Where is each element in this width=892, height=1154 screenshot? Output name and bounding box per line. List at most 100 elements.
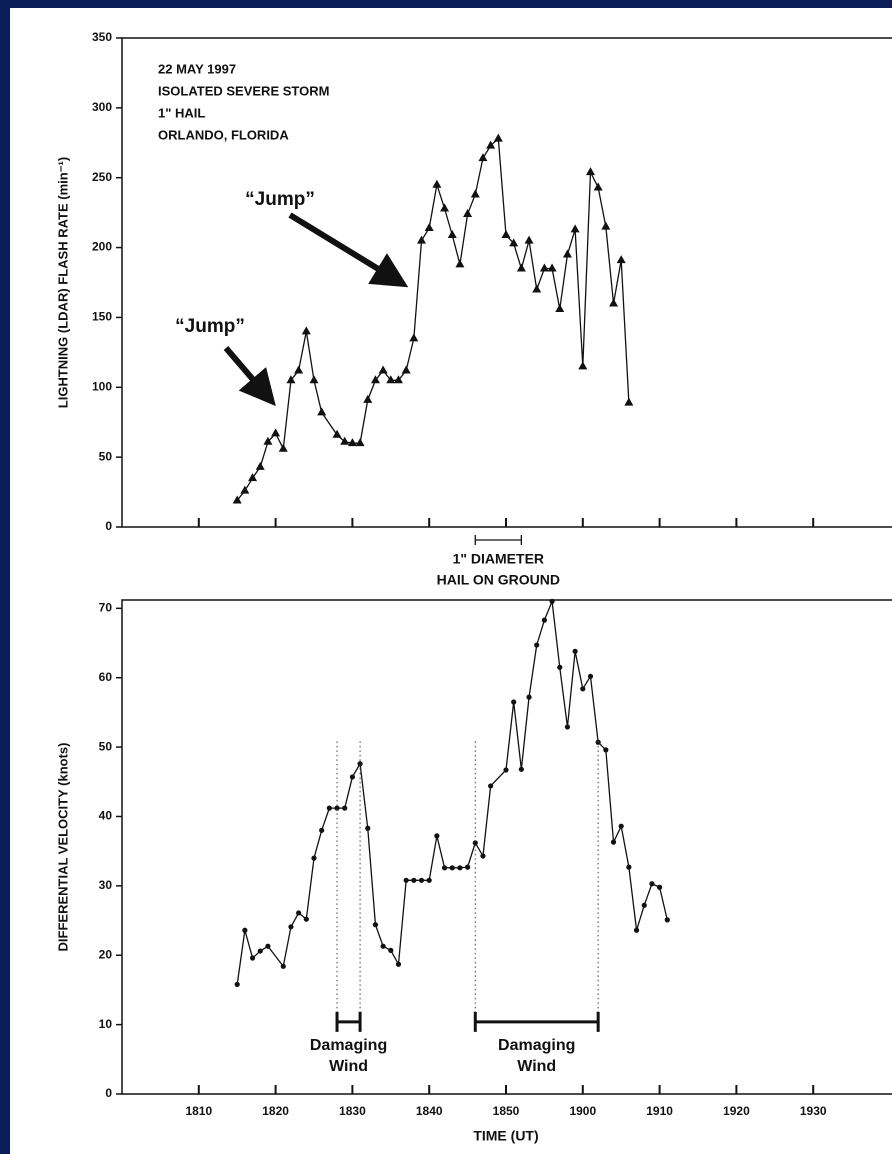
jump-label: “Jump” [175, 316, 245, 337]
point [626, 864, 632, 870]
point [441, 865, 448, 871]
y-tick-label: 60 [99, 670, 113, 684]
point [601, 221, 611, 230]
point [585, 167, 595, 176]
hail-bracket [474, 535, 523, 545]
point [424, 223, 434, 232]
point [587, 673, 594, 679]
point [355, 438, 365, 447]
point [395, 961, 402, 967]
point [303, 916, 309, 922]
point [616, 255, 626, 264]
point [265, 943, 271, 949]
x-tick-label: 1810 [185, 1104, 212, 1118]
point [326, 805, 332, 811]
point [664, 917, 670, 923]
point [363, 394, 373, 403]
point [470, 189, 480, 198]
point [347, 438, 357, 447]
x-tick-label: 1850 [493, 1104, 520, 1118]
jump-arrow [288, 212, 409, 288]
point [280, 963, 286, 969]
point [503, 767, 509, 773]
y-axis-label: DIFFERENTIAL VELOCITY (knots) [55, 743, 70, 952]
x-tick-label: 1820 [262, 1104, 289, 1118]
point [311, 855, 317, 861]
point [249, 955, 256, 961]
point [511, 699, 517, 705]
point [242, 927, 248, 933]
y-tick-label: 20 [99, 947, 113, 961]
x-tick-label: 1900 [569, 1104, 596, 1118]
point [457, 865, 463, 871]
point [278, 443, 288, 452]
y-tick-label: 350 [92, 30, 112, 44]
point [417, 235, 427, 244]
point [555, 304, 565, 313]
point [232, 495, 242, 504]
hail-label: HAIL ON GROUND [437, 572, 560, 588]
x-tick-label: 1840 [416, 1104, 443, 1118]
point [401, 365, 411, 374]
point [572, 648, 578, 654]
y-tick-label: 250 [92, 170, 112, 184]
point [357, 761, 363, 767]
point [317, 407, 327, 416]
point [603, 747, 609, 753]
wind-label: Damaging [310, 1037, 387, 1054]
point [578, 361, 588, 370]
point [524, 235, 534, 244]
point [411, 877, 417, 883]
point [624, 397, 634, 406]
point [449, 865, 455, 871]
point [288, 924, 294, 930]
point [340, 436, 350, 445]
point [493, 133, 503, 142]
point [641, 902, 647, 908]
point [518, 766, 524, 772]
y-axis-label: LIGHTNING (LDAR) FLASH RATE (min⁻¹) [55, 157, 70, 408]
point [393, 375, 403, 384]
point [257, 948, 263, 954]
point [447, 229, 457, 238]
point [486, 140, 496, 149]
point [480, 853, 486, 859]
point [378, 365, 388, 374]
point [465, 864, 471, 870]
point [516, 263, 526, 272]
point [380, 943, 386, 949]
note: ISOLATED SEVERE STORM [158, 83, 329, 98]
point [370, 375, 380, 384]
point [509, 238, 519, 247]
plot-frame [121, 599, 892, 1095]
note: ORLANDO, FLORIDA [158, 127, 289, 142]
hail-label: 1" DIAMETER [453, 551, 544, 567]
point [564, 724, 571, 730]
point [488, 783, 494, 789]
y-tick-label: 40 [99, 809, 113, 823]
point [365, 825, 371, 831]
jump-arrow [223, 346, 276, 407]
point [342, 805, 348, 811]
y-tick-label: 150 [92, 310, 112, 324]
point [657, 884, 663, 890]
jump-label: “Jump” [245, 189, 315, 210]
wind-bracket [473, 1011, 600, 1032]
point [319, 827, 325, 833]
point [234, 981, 240, 987]
point [286, 375, 296, 384]
panel [10, 8, 892, 1154]
point [610, 839, 617, 845]
point [549, 598, 555, 604]
point [618, 823, 624, 829]
y-tick-label: 0 [105, 519, 112, 533]
point [478, 153, 488, 162]
point [649, 881, 655, 887]
wind-label: Damaging [498, 1037, 575, 1054]
point [418, 877, 425, 883]
point [609, 298, 619, 307]
point [455, 259, 465, 268]
point [432, 179, 442, 188]
